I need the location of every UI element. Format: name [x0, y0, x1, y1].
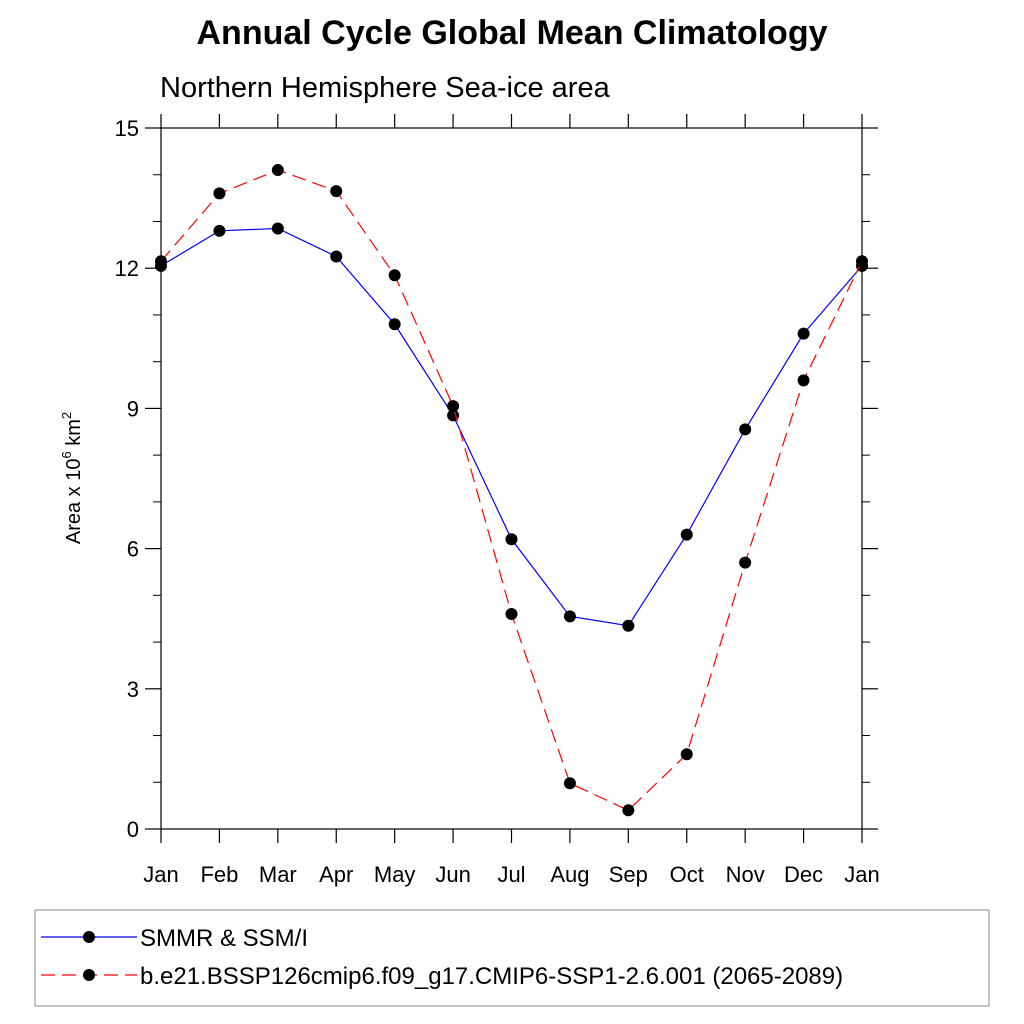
data-point — [797, 374, 810, 387]
x-tick-label: Jan — [844, 862, 879, 887]
data-point — [505, 533, 518, 546]
data-point — [563, 777, 576, 790]
x-tick-label: Oct — [670, 862, 704, 887]
x-tick-label: Jun — [435, 862, 470, 887]
data-point — [388, 318, 401, 331]
data-point — [622, 804, 635, 817]
y-axis-title-exponent: 6 — [59, 451, 74, 458]
data-point — [505, 608, 518, 621]
y-tick-label: 0 — [127, 817, 139, 842]
data-point — [155, 255, 167, 268]
x-axis: Jan Feb Mar Apr May Jun Jul Aug Sep Oct Nov Dec Jan — [143, 114, 880, 887]
data-point — [271, 164, 284, 177]
data-point — [563, 610, 576, 623]
y-tick-label: 9 — [127, 396, 139, 421]
y-tick-label: 12 — [115, 256, 139, 281]
y-tick-label: 15 — [115, 116, 139, 141]
chart-subtitle: Northern Hemisphere Sea-ice area — [160, 72, 610, 104]
x-tick-label: Feb — [200, 862, 238, 887]
y-axis-title: Area x 106 km2 — [59, 412, 85, 544]
plot-frame — [160, 127, 863, 830]
x-tick-label: May — [374, 862, 416, 887]
x-tick-label: Nov — [726, 862, 765, 887]
x-tick-label: Mar — [259, 862, 297, 887]
data-point — [213, 224, 226, 237]
x-tick-label: Apr — [319, 862, 353, 887]
series-layer — [155, 164, 868, 817]
data-point — [330, 185, 343, 198]
data-point — [739, 556, 752, 569]
data-point — [213, 187, 226, 200]
chart-title: Annual Cycle Global Mean Climatology — [196, 14, 828, 52]
y-axis-title-unit: km — [63, 419, 85, 451]
data-point — [330, 250, 343, 263]
data-point — [739, 423, 752, 436]
legend-marker — [83, 931, 95, 943]
data-point — [856, 255, 868, 268]
plot-border — [160, 127, 863, 830]
x-tick-label: Dec — [784, 862, 823, 887]
series-line-2 — [160, 169, 863, 812]
legend-box — [34, 909, 990, 1007]
y-axis-title-prefix: Area x 10 — [63, 459, 85, 545]
y-axis-title-unit-exponent: 2 — [59, 412, 74, 419]
x-tick-label: Jan — [143, 862, 178, 887]
legend-label: b.e21.BSSP126cmip6.f09_g17.CMIP6-SSP1-2.… — [140, 963, 843, 990]
legend: SMMR & SSM/I b.e21.BSSP126cmip6.f09_g17.C… — [34, 909, 990, 1007]
data-point — [447, 400, 460, 413]
x-tick-label: Aug — [550, 862, 589, 887]
data-point — [388, 269, 401, 282]
data-point — [622, 619, 635, 632]
x-tick-label: Jul — [497, 862, 525, 887]
data-point — [271, 222, 284, 235]
legend-marker — [83, 969, 95, 981]
y-tick-label: 6 — [127, 537, 139, 562]
legend-label: SMMR & SSM/I — [140, 925, 308, 952]
x-tick-label: Sep — [609, 862, 648, 887]
data-point — [680, 528, 693, 541]
y-axis: 0 3 6 9 12 15 — [115, 116, 878, 842]
data-point — [797, 327, 810, 340]
y-tick-label: 3 — [127, 677, 139, 702]
series-line-1 — [160, 227, 863, 627]
data-point — [680, 748, 693, 761]
